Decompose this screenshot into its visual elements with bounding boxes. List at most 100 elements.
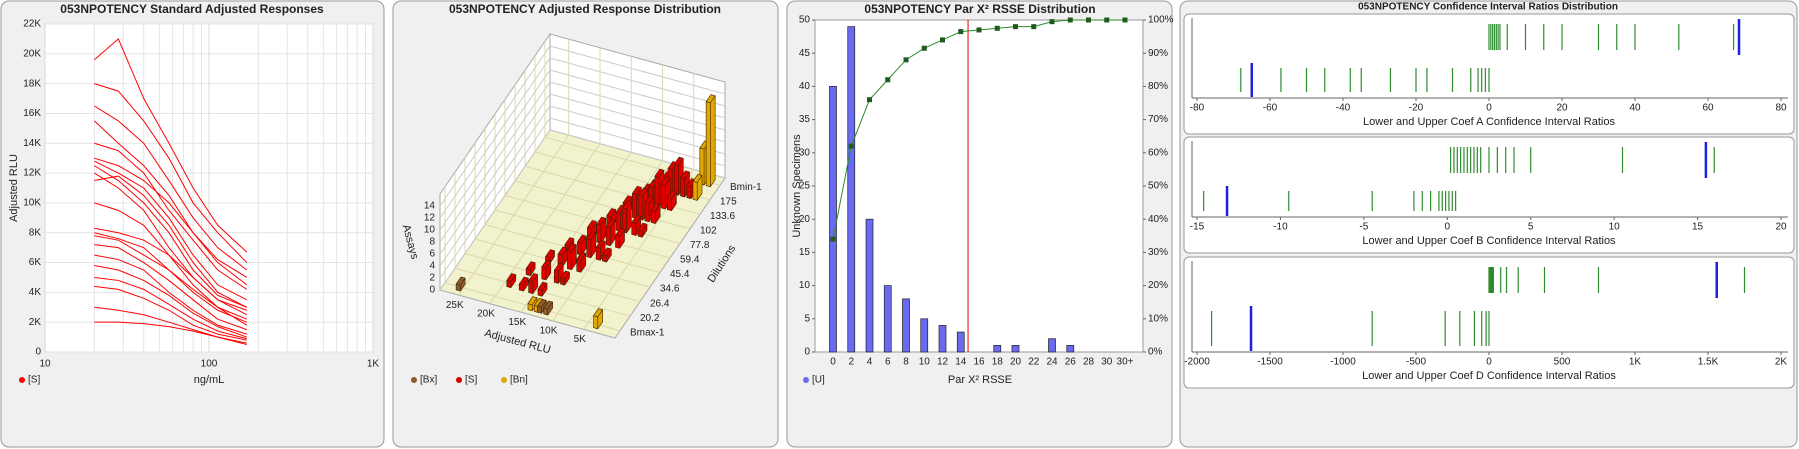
data-line: [94, 157, 248, 278]
bar: [586, 231, 597, 259]
grid-line: [489, 47, 601, 304]
legend-marker: [803, 377, 809, 383]
x-tick-label: 2: [848, 357, 854, 368]
legend-label: [S]: [28, 375, 40, 386]
y-tick-label: 2K: [29, 317, 42, 328]
data-line: [94, 165, 247, 308]
bar: [1011, 345, 1020, 353]
line-marker: [1013, 24, 1018, 30]
data-line: [94, 235, 248, 326]
data-line: [94, 142, 248, 290]
x-tick-label: 10: [39, 359, 51, 370]
line-marker: [1122, 17, 1128, 23]
x-tick-label: 20: [1775, 222, 1787, 233]
x-axis-title: Par X² RSSE: [948, 374, 1012, 386]
x-tick-label: -20: [1409, 103, 1424, 114]
y-tick-label: 16K: [23, 108, 41, 119]
grid-line: [583, 73, 695, 330]
legend-label: [Bn]: [510, 375, 528, 386]
x-tick-label: 20K: [477, 308, 495, 319]
y2-tick-label: 60%: [1148, 147, 1168, 158]
y-tick-label: 59.4: [680, 255, 700, 266]
z-tick-label: 10: [424, 225, 436, 236]
legend-marker: [19, 377, 25, 383]
y-tick-label: 45.4: [670, 269, 690, 280]
line-marker: [976, 27, 982, 33]
x-tick-label: -40: [1336, 103, 1351, 114]
bar: [576, 251, 587, 273]
x-tick-label: 8: [903, 357, 909, 368]
x-tick-label: 2K: [1775, 357, 1788, 368]
y-tick-label: 34.6: [660, 284, 680, 295]
x-tick-label: 500: [1554, 357, 1571, 368]
data-line: [94, 120, 248, 286]
grid-line: [464, 157, 641, 303]
bar: [601, 247, 612, 263]
y-tick-label: 5: [804, 313, 810, 324]
line-marker: [830, 236, 836, 242]
y-tick-label: 10: [799, 280, 811, 291]
x-tick-label: 10: [1609, 222, 1621, 233]
chart-title: 053NPOTENCY Standard Adjusted Responses: [60, 2, 324, 16]
y-tick-label: 18K: [23, 78, 41, 89]
data-line: [94, 321, 247, 346]
x-tick-label: 5K: [574, 334, 587, 345]
line-marker: [1086, 17, 1091, 23]
x-tick-label: 100: [201, 359, 218, 370]
y-tick-label: 77.8: [690, 240, 710, 251]
bar: [938, 325, 947, 353]
line-marker: [958, 29, 964, 35]
y2-tick-label: 70%: [1148, 114, 1168, 125]
x-tick-label: -15: [1190, 222, 1205, 233]
y-tick-label: 14K: [23, 138, 41, 149]
bar: [518, 276, 529, 292]
data-line: [94, 38, 248, 253]
x-axis-title: Lower and Upper Coef A Confidence Interv…: [1363, 116, 1615, 128]
chart-title: 053NPOTENCY Confidence Interval Ratios D…: [1358, 2, 1618, 13]
y-tick-label: 20K: [23, 48, 41, 59]
x-tick-label: 0: [1486, 103, 1492, 114]
x-tick-label: -500: [1406, 357, 1426, 368]
line-marker: [903, 57, 909, 63]
line-marker: [1049, 19, 1055, 25]
legend-marker: [411, 377, 417, 383]
plot-area: [814, 19, 1144, 353]
y-tick-label: 50: [799, 15, 811, 26]
x-tick-label: -1500: [1257, 357, 1283, 368]
grid-line: [439, 129, 726, 291]
data-line: [94, 160, 248, 301]
subplot: [1183, 136, 1795, 254]
bar: [956, 331, 965, 353]
x-tick-label: 80: [1775, 103, 1787, 114]
bar: [993, 345, 1002, 353]
bar: [829, 86, 837, 353]
y2-tick-label: 80%: [1148, 81, 1168, 92]
y-tick-label: 10K: [23, 198, 41, 209]
x-tick-label: 4: [867, 357, 873, 368]
bar: [621, 200, 632, 234]
z-tick-label: 0: [429, 285, 435, 296]
bar: [576, 234, 587, 256]
y-tick-label: 15: [799, 247, 811, 258]
data-line: [94, 265, 247, 338]
x-tick-label: -10: [1273, 222, 1288, 233]
y-tick-label: 8K: [29, 227, 42, 238]
x-axis-title: Lower and Upper Coef B Confidence Interv…: [1362, 235, 1616, 247]
bar: [605, 219, 616, 247]
bar: [525, 261, 536, 277]
data-line: [94, 227, 248, 316]
line-marker: [940, 37, 945, 43]
y2-tick-label: 40%: [1148, 214, 1168, 225]
grid-line: [454, 172, 631, 317]
grid-line: [439, 57, 726, 219]
y-tick-label: 12K: [23, 168, 41, 179]
data-line: [94, 254, 247, 335]
bar: [566, 243, 577, 271]
grid-line: [439, 93, 726, 255]
chart-title: 053NPOTENCY Adjusted Response Distributi…: [449, 2, 721, 16]
x-axis-title: Lower and Upper Coef D Confidence Interv…: [1362, 370, 1616, 382]
bar: [1048, 338, 1056, 353]
bar: [614, 227, 626, 249]
y-tick-label: 25: [799, 181, 811, 192]
